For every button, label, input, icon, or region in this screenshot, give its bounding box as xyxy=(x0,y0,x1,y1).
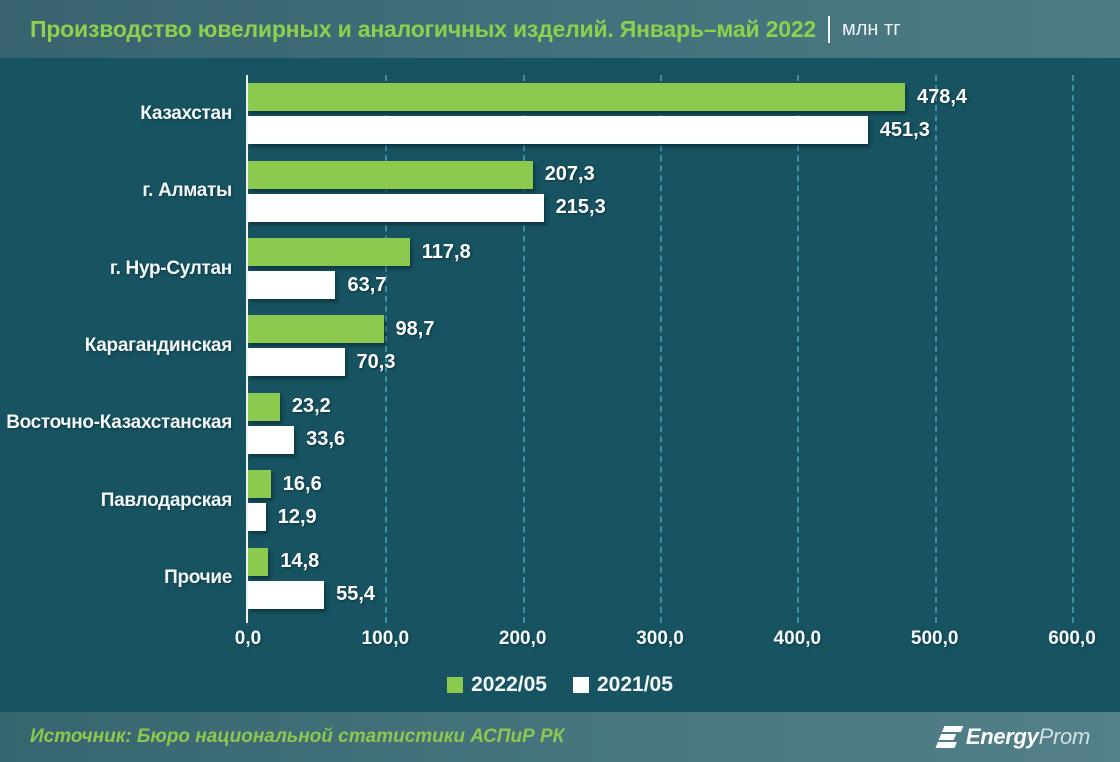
logo-bar-middle xyxy=(938,734,956,740)
x-tick-label: 200,0 xyxy=(498,628,547,649)
category-label: Восточно-Казахстанская xyxy=(6,412,232,434)
legend-swatch-2021 xyxy=(573,677,589,693)
bar-line-2021/05: 451,3 xyxy=(248,116,1072,145)
footer-bar: Источник: Бюро национальной статистики А… xyxy=(0,712,1120,762)
bar-row: 14,8 55,4 xyxy=(248,540,1072,617)
category-axis: Казахстан г. Алматы г. Нур-Султан Караганди… xyxy=(0,75,232,617)
legend-item-2022: 2022/05 xyxy=(447,673,547,697)
value-label: 14,8 xyxy=(280,550,320,573)
value-label: 23,2 xyxy=(291,395,331,418)
gridline-300 xyxy=(660,75,662,623)
header-bar: Производство ювелирных и аналогичных изд… xyxy=(0,0,1120,58)
gridline-200 xyxy=(522,75,525,623)
category-label: Прочие xyxy=(164,567,232,589)
category-label: Павлодарская xyxy=(100,489,233,511)
category-label: г. Нур-Султан xyxy=(109,257,232,279)
brand-prom: Prom xyxy=(1038,724,1091,749)
bar-2021/05 xyxy=(248,503,266,532)
bar-2021/05 xyxy=(248,348,345,377)
legend-swatch-2022 xyxy=(447,677,464,693)
bar-row: 16,6 12,9 xyxy=(248,462,1072,539)
x-tick-label: 0,0 xyxy=(234,628,262,649)
bar-row: 478,4 451,3 xyxy=(248,75,1072,152)
gridline-100 xyxy=(385,75,388,623)
value-label: 70,3 xyxy=(356,350,396,373)
category-label: г. Алматы xyxy=(142,180,232,202)
bar-line-2022/05: 16,6 xyxy=(248,470,1072,499)
value-label: 63,7 xyxy=(347,273,387,296)
bar-line-2021/05: 12,9 xyxy=(248,503,1072,532)
x-axis-ticks: 0,0 100,0 200,0 300,0 400,0 500,0 600,0 xyxy=(235,628,1096,654)
bar-line-2021/05: 55,4 xyxy=(248,580,1072,609)
bar-line-2022/05: 23,2 xyxy=(248,392,1072,421)
x-tick-label: 400,0 xyxy=(773,628,822,649)
bar-row: 117,8 63,7 xyxy=(248,230,1072,307)
logo-bar-top xyxy=(941,726,964,732)
value-label: 55,4 xyxy=(336,583,376,606)
brand-energy: Energy xyxy=(965,724,1039,749)
bar-2022/05 xyxy=(248,238,410,267)
category-label: Казахстан xyxy=(140,102,232,124)
value-label: 207,3 xyxy=(544,163,595,186)
bar-row: 207,3 215,3 xyxy=(248,152,1072,229)
legend-item-2021: 2021/05 xyxy=(573,673,673,697)
bar-rows: 478,4 451,3 207,3 215,3 117,8 63,7 98,7 70,3 23,… xyxy=(248,75,1072,617)
bar-2022/05 xyxy=(248,547,269,576)
value-label: 16,6 xyxy=(282,472,322,495)
bar-line-2021/05: 63,7 xyxy=(248,271,1072,300)
source-text: Источник: Бюро национальной статистики А… xyxy=(30,726,565,747)
gridline-500 xyxy=(934,75,937,623)
gridline-600 xyxy=(1072,75,1074,623)
logo-bar-bottom xyxy=(935,742,957,748)
bar-line-2022/05: 117,8 xyxy=(248,238,1072,267)
bar-2021/05 xyxy=(248,580,325,609)
bar-line-2022/05: 14,8 xyxy=(248,547,1072,576)
bar-2021/05 xyxy=(248,425,295,454)
bar-line-2022/05: 478,4 xyxy=(248,83,1072,112)
value-label: 98,7 xyxy=(395,317,435,340)
unit-label: млн тг xyxy=(842,17,901,40)
y-axis-line xyxy=(246,75,248,623)
value-label: 478,4 xyxy=(917,85,968,108)
x-tick-label: 100,0 xyxy=(361,628,410,649)
bar-line-2022/05: 98,7 xyxy=(248,315,1072,344)
value-label: 12,9 xyxy=(277,505,317,528)
chart-title: Производство ювелирных и аналогичных изд… xyxy=(30,15,817,42)
legend: 2022/05 2021/05 xyxy=(0,668,1120,702)
legend-label-2022: 2022/05 xyxy=(471,673,547,696)
bar-2022/05 xyxy=(248,315,384,344)
bar-2022/05 xyxy=(248,470,271,499)
bar-row: 98,7 70,3 xyxy=(248,307,1072,384)
bar-line-2021/05: 33,6 xyxy=(248,425,1072,454)
category-label: Карагандинская xyxy=(84,334,233,356)
value-label: 117,8 xyxy=(421,240,471,263)
x-tick-label: 300,0 xyxy=(636,628,684,649)
title-divider xyxy=(828,15,831,43)
gridline-400 xyxy=(797,75,800,623)
bar-2021/05 xyxy=(248,193,544,222)
x-tick-label: 500,0 xyxy=(910,628,959,649)
value-label: 215,3 xyxy=(555,196,606,219)
value-label: 451,3 xyxy=(879,118,930,141)
bar-line-2021/05: 70,3 xyxy=(248,348,1072,377)
bar-line-2021/05: 215,3 xyxy=(248,193,1072,222)
bar-2021/05 xyxy=(248,271,336,300)
x-tick-label: 600,0 xyxy=(1048,628,1096,649)
bar-2022/05 xyxy=(248,83,905,112)
bar-2022/05 xyxy=(248,392,280,421)
bar-2021/05 xyxy=(248,116,868,145)
bar-row: 23,2 33,6 xyxy=(248,385,1072,462)
energyprom-logo: EnergyProm xyxy=(935,724,1091,750)
legend-label-2021: 2021/05 xyxy=(597,673,673,696)
plot-area: 478,4 451,3 207,3 215,3 117,8 63,7 98,7 70,3 23,… xyxy=(246,75,1074,623)
bar-line-2022/05: 207,3 xyxy=(248,160,1072,189)
bar-2022/05 xyxy=(248,160,533,189)
energyprom-logo-icon xyxy=(935,726,964,748)
value-label: 33,6 xyxy=(306,428,346,451)
